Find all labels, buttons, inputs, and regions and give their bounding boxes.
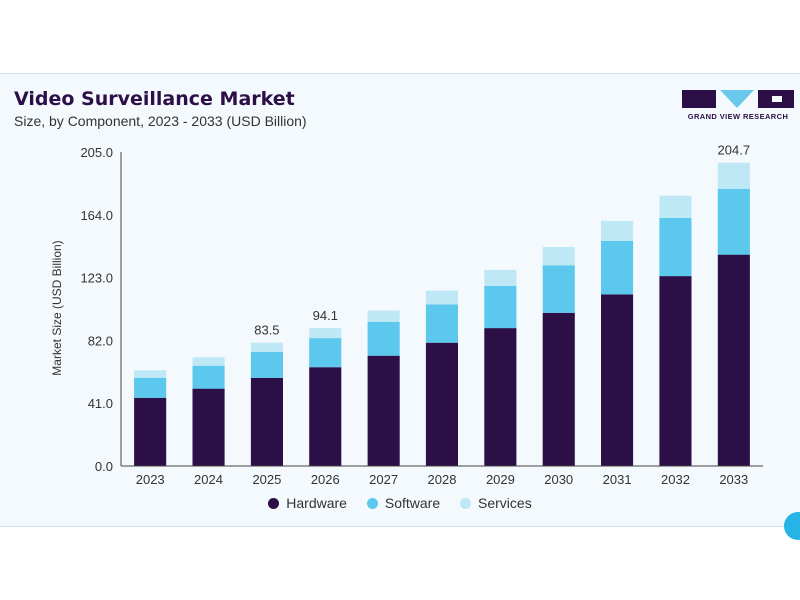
chart-title: Video Surveillance Market bbox=[14, 88, 295, 110]
y-tick-label: 41.0 bbox=[88, 396, 113, 411]
bar-software-2023 bbox=[134, 377, 167, 398]
legend-hardware-dot bbox=[268, 497, 280, 509]
bar-hardware-2025 bbox=[250, 377, 283, 466]
bar-hardware-2023 bbox=[134, 397, 167, 466]
bar-hardware-2031 bbox=[601, 294, 634, 466]
y-tick-label: 164.0 bbox=[80, 208, 113, 223]
x-tick-label: 2033 bbox=[719, 472, 748, 487]
bar-services-2031 bbox=[601, 220, 634, 241]
bar-software-2024 bbox=[192, 365, 225, 389]
x-tick-label: 2026 bbox=[311, 472, 340, 487]
corner-decoration bbox=[784, 512, 800, 540]
legend-software-label: Software bbox=[384, 495, 441, 511]
bar-services-2026 bbox=[309, 328, 342, 339]
logo-block-notch bbox=[772, 96, 782, 102]
bar-services-2028 bbox=[425, 290, 458, 305]
x-tick-label: 2027 bbox=[369, 472, 398, 487]
bar-software-2026 bbox=[309, 338, 342, 368]
bars-layer bbox=[134, 162, 750, 466]
y-tick-label: 123.0 bbox=[80, 271, 113, 286]
legend-services-label: Services bbox=[478, 495, 532, 511]
logo-block-left bbox=[682, 90, 716, 108]
x-tick-label: 2025 bbox=[252, 472, 281, 487]
bar-services-2032 bbox=[659, 195, 692, 218]
x-tick-label: 2032 bbox=[661, 472, 690, 487]
data-labels: 83.5 94.1 204.7 bbox=[254, 143, 750, 338]
brand-name: GRAND VIEW RESEARCH bbox=[687, 112, 789, 121]
y-tick-label: 82.0 bbox=[88, 333, 113, 348]
x-tick-label: 2030 bbox=[544, 472, 573, 487]
data-label-2033: 204.7 bbox=[718, 143, 751, 158]
logo-triangle bbox=[720, 90, 754, 108]
bar-software-2033 bbox=[717, 188, 750, 255]
legend-item-services: Services bbox=[460, 495, 532, 511]
x-tick-label: 2028 bbox=[428, 472, 457, 487]
bar-software-2032 bbox=[659, 217, 692, 277]
bar-hardware-2024 bbox=[192, 388, 225, 466]
bar-hardware-2026 bbox=[309, 367, 342, 466]
bar-software-2027 bbox=[367, 322, 400, 356]
bar-software-2025 bbox=[250, 351, 283, 378]
bar-hardware-2029 bbox=[484, 328, 517, 466]
legend-hardware-label: Hardware bbox=[286, 495, 347, 511]
x-tick-label: 2031 bbox=[603, 472, 632, 487]
x-tick-label: 2023 bbox=[136, 472, 165, 487]
bar-hardware-2027 bbox=[367, 355, 400, 466]
x-tick-label: 2029 bbox=[486, 472, 515, 487]
bar-services-2033 bbox=[717, 162, 750, 189]
bar-hardware-2028 bbox=[425, 342, 458, 466]
legend-item-hardware: Hardware bbox=[268, 495, 347, 511]
bar-services-2029 bbox=[484, 269, 517, 286]
x-tick-label: 2024 bbox=[194, 472, 223, 487]
bar-software-2029 bbox=[484, 286, 517, 329]
chart-subtitle: Size, by Component, 2023 - 2033 (USD Bil… bbox=[14, 113, 307, 129]
bar-hardware-2033 bbox=[717, 254, 750, 466]
y-tick-label: 0.0 bbox=[95, 459, 113, 474]
data-label-2025: 83.5 bbox=[254, 323, 279, 338]
y-axis-label: Market Size (USD Billion) bbox=[50, 240, 64, 375]
bar-software-2031 bbox=[601, 240, 634, 295]
bar-services-2024 bbox=[192, 357, 225, 366]
legend-item-software: Software bbox=[366, 495, 441, 511]
legend: Hardware Software Services bbox=[0, 495, 800, 512]
bar-hardware-2032 bbox=[659, 276, 692, 466]
data-label-2026: 94.1 bbox=[313, 308, 338, 323]
legend-software-dot bbox=[366, 497, 378, 509]
y-tick-labels: 0.0 41.0 82.0 123.0 164.0 205.0 bbox=[80, 145, 113, 474]
grand-view-research-logo bbox=[682, 90, 794, 108]
y-tick-label: 205.0 bbox=[80, 145, 113, 160]
x-tick-labels: 2023 2024 2025 2026 2027 2028 2029 2030 2031 2032… bbox=[136, 472, 749, 487]
bar-services-2025 bbox=[250, 342, 283, 352]
bar-services-2027 bbox=[367, 310, 400, 322]
bar-services-2030 bbox=[542, 247, 575, 266]
bar-hardware-2030 bbox=[542, 312, 575, 466]
bar-software-2028 bbox=[425, 304, 458, 343]
legend-services-dot bbox=[460, 497, 472, 509]
bar-services-2023 bbox=[134, 370, 167, 378]
bar-software-2030 bbox=[542, 265, 575, 313]
